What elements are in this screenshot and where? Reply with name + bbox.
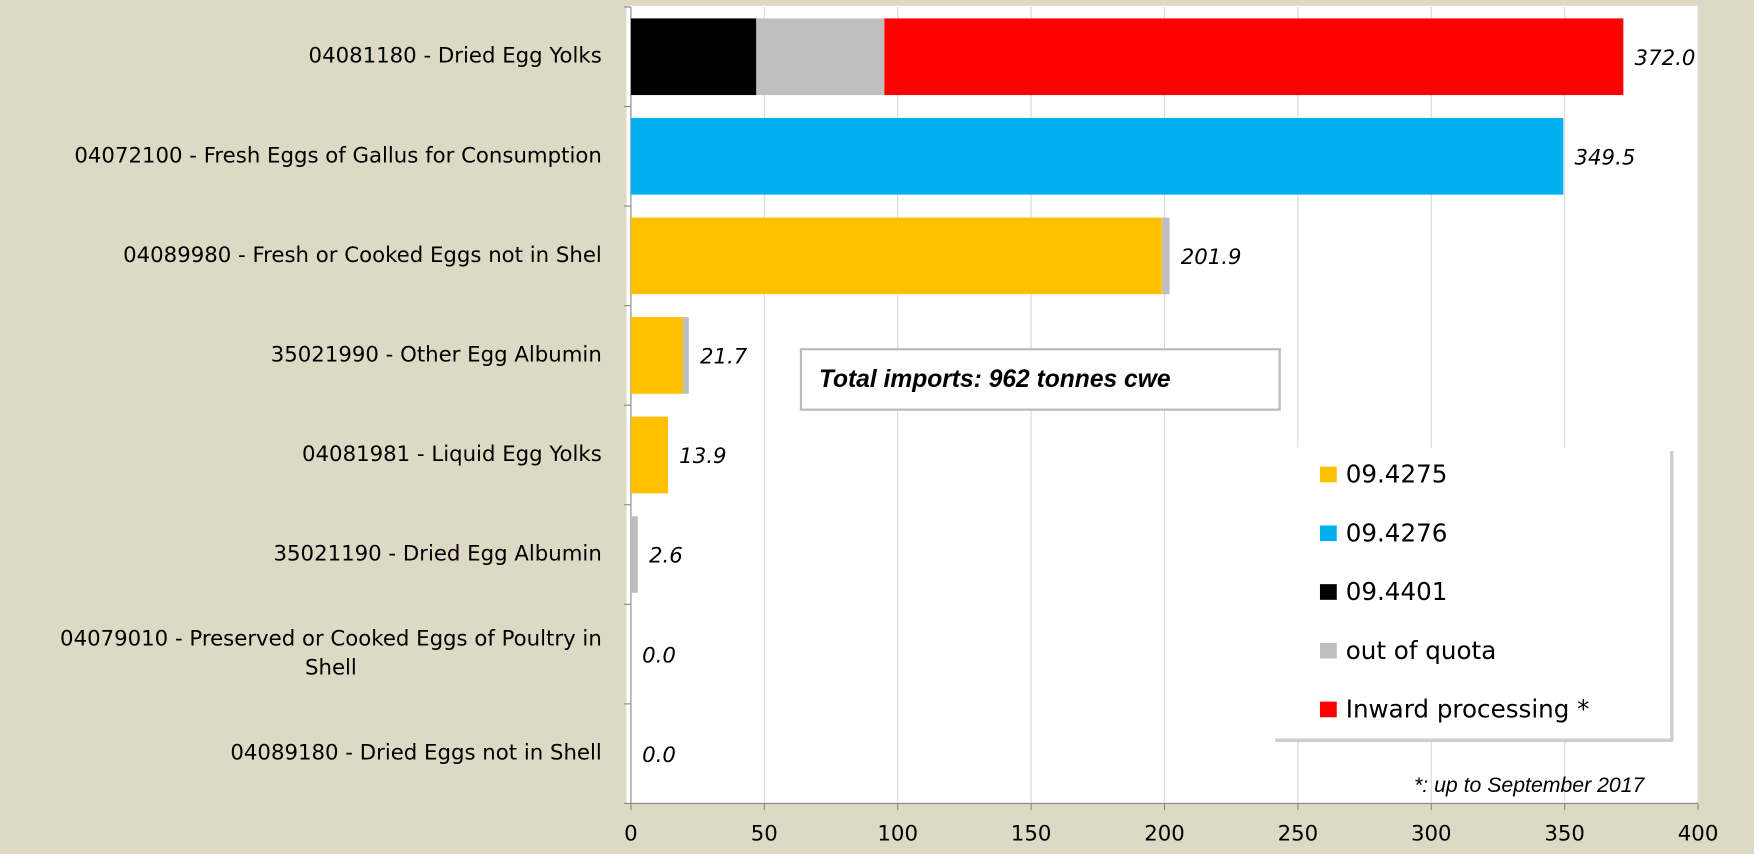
legend-swatch — [1319, 701, 1337, 718]
total-label: 0.0 — [642, 643, 676, 668]
bar-segment — [630, 117, 1564, 195]
x-tick-label: 400 — [1678, 822, 1719, 847]
y-tick-label: 04081180 - Dried Egg Yolks — [309, 44, 602, 69]
legend-label: 09.4401 — [1346, 577, 1448, 606]
x-tick-label: 350 — [1544, 822, 1585, 847]
legend-label: 09.4276 — [1346, 518, 1448, 547]
y-tick-label: 04089180 - Dried Eggs not in Shell — [230, 741, 601, 766]
x-tick-label: 50 — [751, 822, 778, 847]
annotation: Total imports: 962 tonnes cwe — [819, 366, 1171, 393]
bar-segment — [1161, 217, 1170, 295]
x-tick-label: 150 — [1011, 822, 1052, 847]
y-tick-label: 04081981 - Liquid Egg Yolks — [302, 442, 602, 467]
y-tick-label: 04089980 - Fresh or Cooked Eggs not in S… — [123, 243, 602, 268]
x-tick-label: 0 — [624, 822, 638, 847]
x-tick-label: 300 — [1411, 822, 1452, 847]
bar-segment — [630, 516, 638, 593]
total-label: 201.9 — [1181, 245, 1242, 270]
total-label: 2.6 — [649, 544, 683, 569]
y-tick-label: 35021190 - Dried Egg Albumin — [274, 542, 602, 567]
y-tick-label: 04072100 - Fresh Eggs of Gallus for Cons… — [74, 143, 601, 168]
label-line: Shell — [305, 656, 357, 681]
total-label: 13.9 — [679, 444, 726, 469]
legend-label: Inward processing * — [1346, 695, 1590, 724]
legend-box — [1271, 447, 1671, 739]
y-tick-label: 04079010 - Preserved or Cooked Eggs of P… — [60, 627, 602, 681]
legend-swatch — [1319, 642, 1337, 659]
label-line: 04079010 - Preserved or Cooked Eggs of P… — [60, 627, 602, 652]
x-tick-label: 250 — [1278, 822, 1319, 847]
x-tick-label: 200 — [1144, 822, 1185, 847]
bar-segment — [630, 18, 757, 96]
total-label: 372.0 — [1635, 46, 1696, 71]
legend-label: out of quota — [1346, 636, 1497, 665]
legend-swatch — [1319, 466, 1337, 483]
legend-label: 09.4275 — [1346, 460, 1448, 489]
total-label: 0.0 — [642, 743, 676, 768]
bar-segment — [884, 18, 1624, 96]
footnote: *: up to September 2017 — [1414, 773, 1646, 797]
total-label: 349.5 — [1575, 146, 1636, 171]
bar-segment — [756, 18, 885, 96]
bar-segment — [682, 317, 689, 394]
bar-segment — [630, 416, 668, 494]
x-tick-label: 100 — [877, 822, 918, 847]
y-tick-label: 35021990 - Other Egg Albumin — [271, 342, 602, 367]
annotation-box — [799, 348, 1281, 411]
total-label: 21.7 — [700, 345, 748, 370]
bar-segment — [630, 217, 1162, 295]
legend-swatch — [1319, 525, 1337, 542]
bar-segment — [630, 317, 683, 394]
legend-swatch — [1319, 584, 1337, 600]
